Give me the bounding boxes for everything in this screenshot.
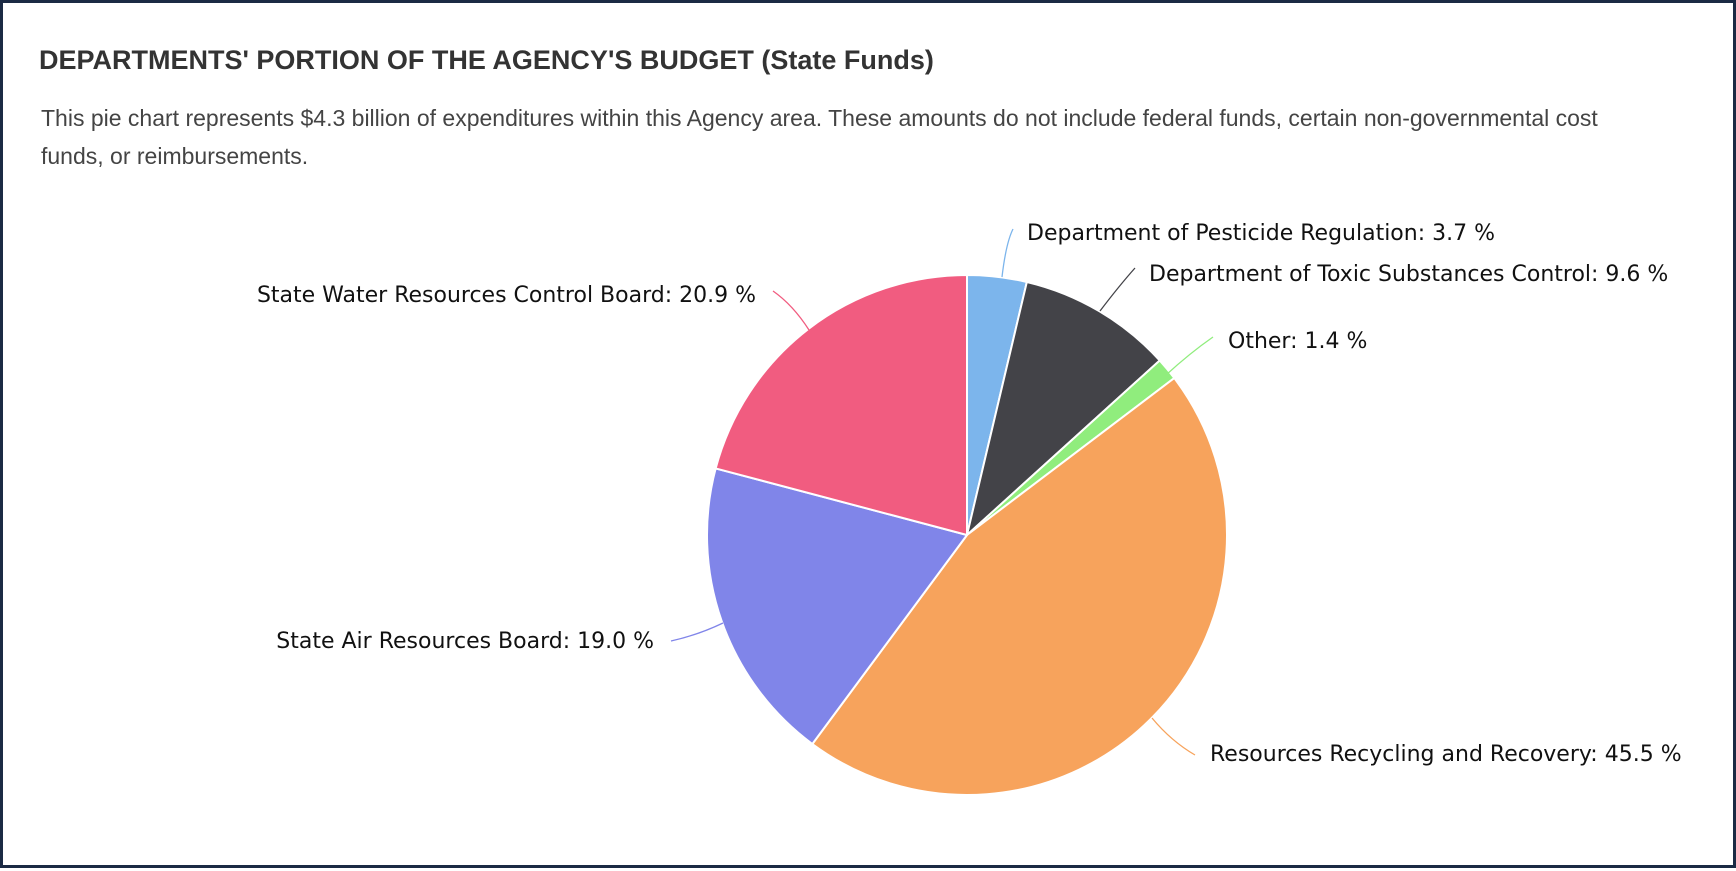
- connector-other: [1165, 336, 1214, 376]
- pie-slice-resources-recycling-and-recovery[interactable]: [811, 377, 1228, 796]
- pie-slice-department-of-toxic-substances-control[interactable]: [966, 280, 1161, 536]
- connector-resources-recycling-and-recovery: [1151, 717, 1196, 756]
- data-label-department-of-pesticide-regulation: Department of Pesticide Regulation: 3.7 …: [1027, 221, 1495, 246]
- pie-chart: Department of Pesticide Regulation: 3.7 …: [257, 221, 1682, 796]
- data-label-department-of-toxic-substances-control: Department of Toxic Substances Control: …: [1149, 262, 1668, 287]
- pie-slice-state-air-resources-board[interactable]: [706, 467, 968, 745]
- data-label-resources-recycling-and-recovery: Resources Recycling and Recovery: 45.5 %: [1210, 742, 1682, 767]
- chart-description: This pie chart represents $4.3 billion o…: [41, 105, 1598, 169]
- connector-state-air-resources-board: [670, 622, 724, 642]
- data-label-state-water-resources-control-board: State Water Resources Control Board: 20.…: [257, 283, 756, 308]
- data-label-other: Other: 1.4 %: [1228, 329, 1367, 354]
- connector-state-water-resources-control-board: [772, 290, 810, 331]
- data-label-state-air-resources-board: State Air Resources Board: 19.0 %: [276, 629, 654, 654]
- chart-title: DEPARTMENTS' PORTION OF THE AGENCY'S BUD…: [39, 45, 934, 75]
- connector-department-of-pesticide-regulation: [1001, 228, 1014, 278]
- connector-department-of-toxic-substances-control: [1099, 267, 1136, 312]
